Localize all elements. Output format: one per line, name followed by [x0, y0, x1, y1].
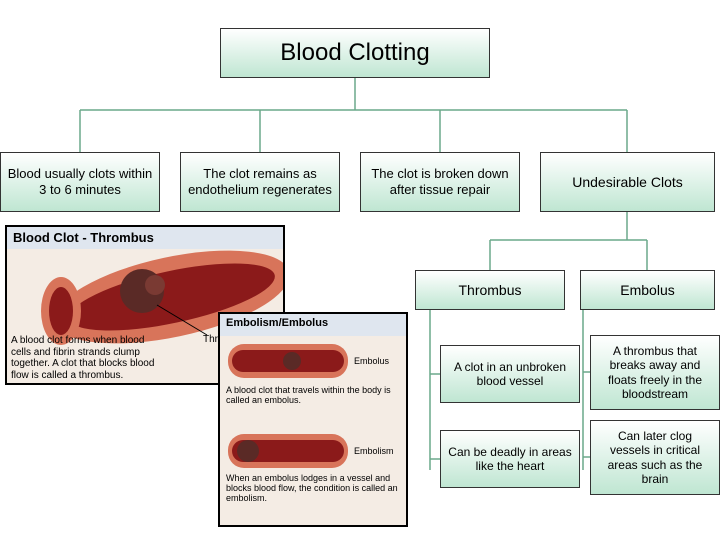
title-node: Blood Clotting [220, 28, 490, 78]
node-thrombus-deadly: Can be deadly in areas like the heart [440, 430, 580, 488]
thrombus-caption: A blood clot forms when blood cells and … [11, 335, 161, 381]
svg-text:Embolus: Embolus [354, 356, 390, 366]
node-undesirable: Undesirable Clots [540, 152, 715, 212]
node-embolus: Embolus [580, 270, 715, 310]
node-clot-time: Blood usually clots within 3 to 6 minute… [0, 152, 160, 212]
node-broken-down: The clot is broken down after tissue rep… [360, 152, 520, 212]
node-thrombus-def: A clot in an unbroken blood vessel [440, 345, 580, 403]
node-embolus-def: A thrombus that breaks away and floats f… [590, 335, 720, 410]
embolus-caption-2: When an embolus lodges in a vessel and b… [226, 474, 401, 504]
embolism-illus: Embolism/EmbolusEmbolusEmbolismA blood c… [218, 312, 408, 527]
node-endothelium: The clot remains as endothelium regenera… [180, 152, 340, 212]
node-embolus-clog: Can later clog vessels in critical areas… [590, 420, 720, 495]
node-thrombus: Thrombus [415, 270, 565, 310]
embolus-caption-1: A blood clot that travels within the bod… [226, 386, 396, 406]
svg-text:Embolism: Embolism [354, 446, 394, 456]
